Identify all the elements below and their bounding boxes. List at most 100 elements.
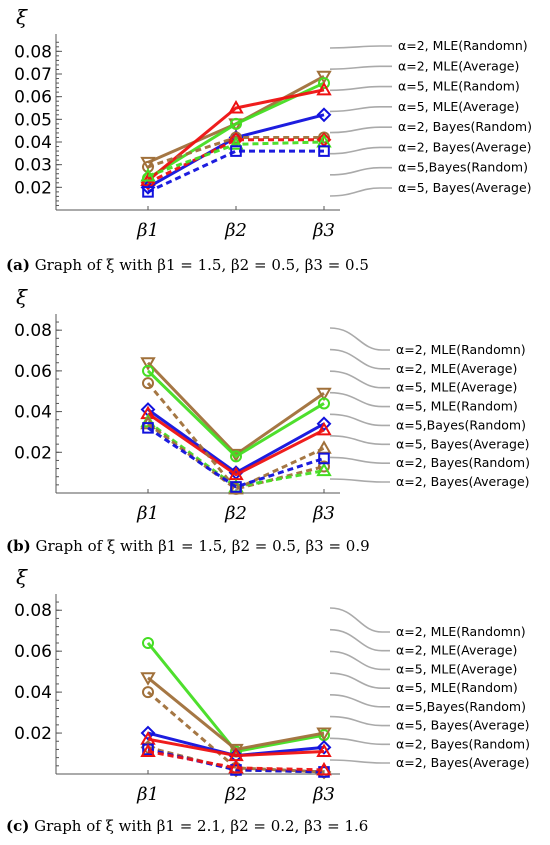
legend-connector xyxy=(329,628,390,652)
legend-connector xyxy=(329,166,392,176)
legend-label: α=5, MLE(Average) xyxy=(398,99,519,114)
x-tick-label: β2 xyxy=(224,784,247,805)
x-tick-label: β3 xyxy=(312,784,335,805)
legend-label: α=2, MLE(Average) xyxy=(396,361,517,376)
series-line xyxy=(147,140,325,178)
legend-label: α=2, MLE(Average) xyxy=(398,58,519,73)
data-point xyxy=(318,452,330,465)
y-axis-label: ξ xyxy=(16,285,28,309)
legend-connector xyxy=(329,607,390,633)
y-tick-label: 0.04 xyxy=(14,133,52,153)
legend-connector xyxy=(329,737,390,746)
data-point xyxy=(142,364,154,377)
series-line xyxy=(147,747,325,774)
legend-label: α=5, MLE(Random) xyxy=(396,399,518,414)
data-point xyxy=(316,761,332,776)
y-tick-label: 0.04 xyxy=(14,683,52,703)
legend-label: α=2, Bayes(Average) xyxy=(398,139,532,154)
series-line xyxy=(147,149,324,194)
data-point xyxy=(140,725,156,741)
data-point xyxy=(142,422,154,434)
data-point xyxy=(230,450,242,463)
legend-label: α=5, MLE(Average) xyxy=(396,661,517,676)
legend-label: α=2, Bayes(Average) xyxy=(396,474,530,489)
legend-label: α=2, MLE(Average) xyxy=(396,643,517,658)
y-tick-label: 0.02 xyxy=(14,443,52,463)
series-line xyxy=(147,422,325,491)
chart-panel-0: ξ 0.020.03 0.04 0.050.06 0.07 0.08 β1 β2 β3 α=2, … xyxy=(14,5,532,241)
y-tick-label: 0.06 xyxy=(14,362,52,382)
data-point xyxy=(140,167,156,182)
series-line xyxy=(147,138,324,185)
y-axis-label: ξ xyxy=(16,565,28,589)
data-point xyxy=(318,460,330,473)
legend-label: α=5,Bayes(Random) xyxy=(398,160,528,175)
y-tick-label: 0.05 xyxy=(14,110,52,130)
data-point xyxy=(316,440,332,454)
data-point xyxy=(230,145,242,157)
legend-label: α=2, Bayes(Random) xyxy=(396,455,530,470)
data-point xyxy=(142,686,154,699)
data-point xyxy=(316,739,332,755)
y-tick-label: 0.08 xyxy=(14,601,52,621)
legend-label: α=5,Bayes(Random) xyxy=(396,699,526,714)
legend-label: α=5, Bayes(Average) xyxy=(396,718,530,733)
data-point xyxy=(140,743,156,757)
y-tick-label: 0.08 xyxy=(14,321,52,341)
legend-label: α=2, MLE(Randomn) xyxy=(398,38,528,53)
legend-label: α=5, MLE(Random) xyxy=(396,680,518,695)
data-point xyxy=(142,636,154,649)
legend-connector xyxy=(329,146,392,155)
data-point xyxy=(228,759,244,774)
y-tick-label: 0.06 xyxy=(14,642,52,662)
caption-a: (a) Graph of ξ with β1 = 1.5, β2 = 0.5, … xyxy=(6,256,369,274)
legend-label: α=5, Bayes(Average) xyxy=(396,436,530,451)
legend-connector xyxy=(329,694,390,708)
caption-c: (c) Graph of ξ with β1 = 2.1, β2 = 0.2, … xyxy=(6,817,368,835)
caption-text-a: Graph of ξ with β1 = 1.5, β2 = 0.5, β3 =… xyxy=(34,256,369,274)
data-point xyxy=(230,481,242,493)
y-tick-label: 0.02 xyxy=(14,724,52,744)
legend-label: α=2, MLE(Randomn) xyxy=(396,342,526,357)
legend-label: α=2, Bayes(Random) xyxy=(398,119,532,134)
legend-label: α=5, MLE(Average) xyxy=(396,380,517,395)
legend-connector xyxy=(329,187,392,197)
y-tick-label: 0.03 xyxy=(14,156,52,176)
legend-label: α=2, MLE(Randomn) xyxy=(396,624,526,639)
data-point xyxy=(228,480,244,495)
data-point xyxy=(140,413,156,428)
x-tick-label: β1 xyxy=(136,784,159,805)
data-point xyxy=(140,357,156,371)
data-point xyxy=(228,136,244,150)
legend-connector xyxy=(329,650,390,671)
data-point xyxy=(318,397,330,410)
data-point xyxy=(228,99,244,114)
series-line xyxy=(146,642,325,753)
data-point xyxy=(318,145,330,157)
caption-text-b: Graph of ξ with β1 = 1.5, β2 = 0.5, β3 =… xyxy=(35,537,370,555)
x-tick-label: β1 xyxy=(136,503,159,524)
data-point xyxy=(228,743,244,758)
legend-label: α=2, Bayes(Random) xyxy=(396,736,530,751)
caption-b: (b) Graph of ξ with β1 = 1.5, β2 = 0.5, … xyxy=(6,537,370,555)
series-line xyxy=(147,408,325,475)
legend-connector xyxy=(329,413,390,427)
legend-label: α=2, Bayes(Average) xyxy=(396,755,530,770)
y-tick-label: 0.08 xyxy=(14,42,52,62)
data-point xyxy=(316,462,332,477)
data-point xyxy=(142,186,154,198)
series-line xyxy=(147,426,325,489)
x-tick-label: β2 xyxy=(224,503,247,524)
series-line xyxy=(147,737,325,758)
panel-label-c: (c) xyxy=(6,817,30,835)
chart-panel-1: ξ 0.02 0.04 0.06 0.08 β1 β2 β3 α=2, MLE(Randomn)… xyxy=(14,285,530,524)
legend-connector xyxy=(329,106,392,113)
y-tick-label: 0.04 xyxy=(14,403,52,423)
legend-label: α=5, MLE(Random) xyxy=(398,79,520,94)
data-point xyxy=(140,672,156,686)
y-tick-label: 0.06 xyxy=(14,88,52,108)
legend-connector xyxy=(329,45,392,49)
legend-label: α=5,Bayes(Random) xyxy=(396,417,526,432)
y-tick-label: 0.07 xyxy=(14,65,52,85)
